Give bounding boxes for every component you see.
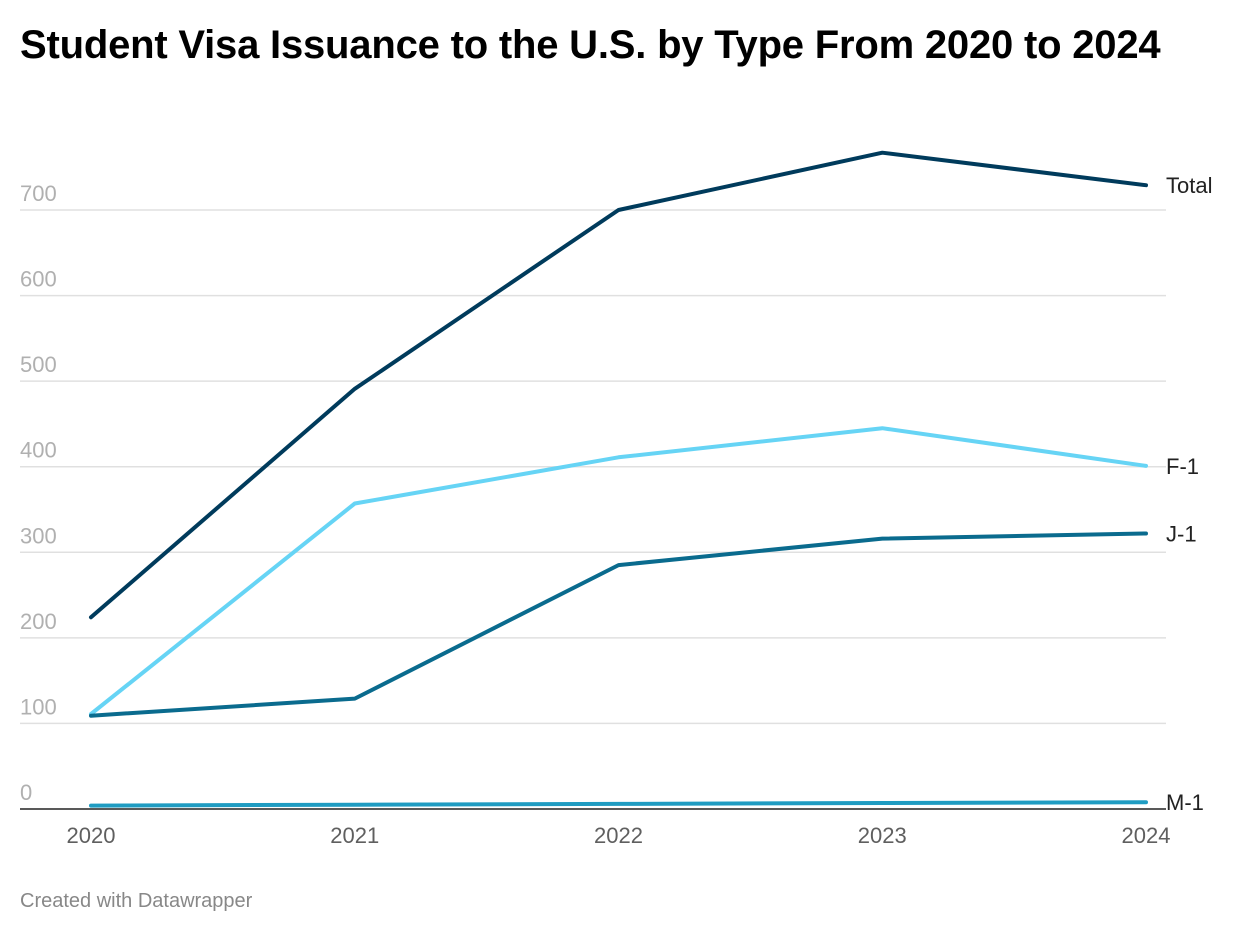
series-label-m-1: M-1 <box>1166 790 1204 815</box>
y-tick-label-100: 100 <box>20 694 57 719</box>
gridlines <box>20 209 1166 725</box>
series-line-f-1 <box>89 426 1148 716</box>
y-tick-label-200: 200 <box>20 609 57 634</box>
footer-credit: Created with Datawrapper <box>20 890 253 912</box>
x-tick-label-2021: 2021 <box>330 823 379 848</box>
series-label-f-1: F-1 <box>1166 454 1199 479</box>
y-tick-label-400: 400 <box>20 438 57 463</box>
x-tick-label-2024: 2024 <box>1122 823 1171 848</box>
series-line-m-1 <box>89 800 1148 808</box>
series-lines <box>89 150 1148 808</box>
series-label-total: Total <box>1166 173 1212 198</box>
series-line-total <box>89 150 1148 620</box>
series-labels: Total F-1 J-1 M-1 <box>1166 173 1212 815</box>
x-axis-ticks: 2020 2021 2022 2023 2024 <box>67 823 1171 848</box>
x-tick-label-2022: 2022 <box>594 823 643 848</box>
y-axis-ticks: 0 100 200 300 400 500 600 700 <box>20 181 57 805</box>
y-tick-label-600: 600 <box>20 267 57 292</box>
x-tick-label-2023: 2023 <box>858 823 907 848</box>
y-tick-label-700: 700 <box>20 181 57 206</box>
series-line-j-1 <box>89 531 1148 718</box>
chart-title: Student Visa Issuance to the U.S. by Typ… <box>20 23 1161 67</box>
y-tick-label-500: 500 <box>20 352 57 377</box>
y-tick-label-300: 300 <box>20 523 57 548</box>
series-label-j-1: J-1 <box>1166 521 1197 546</box>
y-tick-label-0: 0 <box>20 780 32 805</box>
x-tick-label-2020: 2020 <box>67 823 116 848</box>
